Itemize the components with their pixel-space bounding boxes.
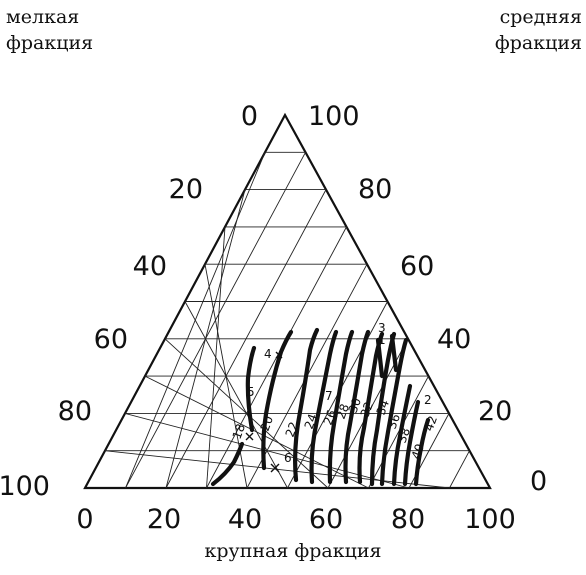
curve-number: 6: [284, 451, 292, 465]
isoline: [402, 399, 421, 487]
isoline: [413, 417, 431, 487]
grid-line: [449, 450, 470, 489]
right-axis-tick: 0: [530, 466, 547, 497]
right-axis-tick: 60: [400, 251, 434, 282]
isoline: [391, 383, 413, 487]
curve-number: 7: [325, 389, 333, 403]
curve-number: 5: [247, 385, 255, 399]
isoline: [375, 337, 385, 379]
point-marker: [270, 463, 280, 473]
coarse-fraction-label: крупная фракция: [204, 540, 382, 562]
isoline: [379, 337, 409, 487]
isoline: [245, 345, 257, 433]
bottom-axis-tick: 0: [76, 504, 93, 535]
bottom-axis-tick: 100: [464, 504, 516, 535]
bottom-axis-tick: 20: [147, 504, 181, 535]
point-marker: [275, 351, 283, 359]
right-axis-tick: 20: [478, 396, 512, 427]
curve-number: 30: [346, 396, 364, 415]
bottom-axis-tick: 40: [228, 504, 262, 535]
curve-number: 36: [385, 412, 403, 431]
grid-line: [368, 375, 429, 489]
grid-line: [144, 375, 369, 489]
isoline-curves: [210, 327, 431, 487]
curve-number: 40: [409, 442, 427, 461]
right-axis-tick: 40: [437, 324, 471, 355]
isoline: [210, 441, 245, 487]
fine-fraction-label: мелкая фракция: [6, 6, 94, 54]
axis-ticks: 0 20 40 60 80 100 100 80 60 40 20 0 0 20 40 60 80 100: [0, 101, 547, 535]
right-axis-tick: 100: [308, 101, 360, 132]
grid-line: [184, 301, 288, 489]
curve-number: 32: [358, 400, 376, 419]
point-marker: [245, 432, 254, 441]
left-axis-tick: 80: [58, 396, 92, 427]
isoline: [309, 329, 339, 485]
curve-number: 28: [334, 402, 352, 421]
left-axis-tick: 40: [133, 251, 167, 282]
curve-number: 1: [378, 333, 386, 347]
isoline: [389, 333, 399, 373]
right-axis-tick: 80: [358, 174, 392, 205]
curve-number: 4: [264, 347, 272, 361]
bottom-axis-tick: 80: [391, 504, 425, 535]
curve-number: 42: [422, 414, 440, 433]
curve-number: 24: [302, 412, 320, 431]
left-axis-tick: 0: [241, 101, 258, 132]
isoline: [343, 329, 371, 485]
isoline: [327, 329, 355, 485]
curve-number: 26: [321, 408, 339, 427]
bottom-axis-tick: 60: [309, 504, 343, 535]
curve-number: 22: [283, 420, 301, 439]
left-axis-tick: 100: [0, 471, 50, 502]
curve-number: 3: [378, 321, 386, 335]
isoline: [369, 331, 397, 487]
curve-number: 38: [395, 426, 413, 445]
curve-number: 20: [258, 414, 276, 433]
isoline: [293, 327, 320, 483]
curve-number: 18: [230, 422, 248, 441]
curve-number: 34: [374, 398, 392, 417]
curve-number: 2: [424, 393, 432, 407]
left-axis-tick: 20: [169, 174, 203, 205]
medium-fraction-label: средняя фракция: [494, 6, 582, 54]
isoline: [261, 329, 294, 471]
left-axis-tick: 60: [94, 324, 128, 355]
